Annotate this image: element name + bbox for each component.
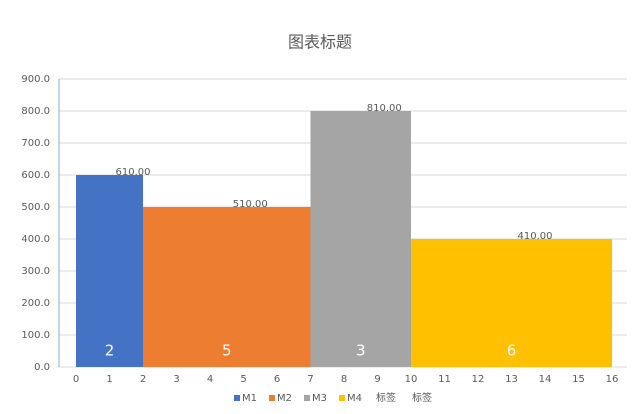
bar: [76, 175, 143, 367]
legend-label: M2: [277, 393, 292, 404]
x-tick-label: 9: [374, 374, 380, 385]
y-tick-label: 100.0: [21, 330, 50, 341]
x-tick-label: 2: [140, 374, 146, 385]
x-tick-label: 4: [207, 374, 213, 385]
data-label: 610.00: [116, 167, 151, 178]
y-tick-label: 0.0: [34, 362, 50, 373]
width-label: 6: [507, 342, 517, 360]
x-tick-label: 7: [307, 374, 313, 385]
y-tick-label: 300.0: [21, 266, 50, 277]
x-tick-label: 6: [274, 374, 280, 385]
width-label: 2: [105, 342, 115, 360]
x-tick-label: 10: [405, 374, 418, 385]
bar: [310, 111, 411, 367]
data-label: 410.00: [518, 231, 553, 242]
data-label: 510.00: [233, 199, 268, 210]
x-tick-label: 14: [539, 374, 552, 385]
x-tick-label: 16: [606, 374, 619, 385]
bar: [143, 207, 311, 367]
x-tick-label: 15: [572, 374, 585, 385]
y-tick-label: 200.0: [21, 298, 50, 309]
width-label: 3: [356, 342, 366, 360]
data-label: 810.00: [367, 103, 402, 114]
x-tick-label: 0: [73, 374, 79, 385]
bar: [411, 239, 612, 367]
legend-label: 标签: [412, 391, 432, 404]
width-label: 5: [222, 342, 232, 360]
y-tick-label: 700.0: [21, 138, 50, 149]
legend-label: M1: [242, 393, 257, 404]
y-tick-label: 500.0: [21, 202, 50, 213]
y-tick-label: 600.0: [21, 170, 50, 181]
x-tick-label: 5: [240, 374, 246, 385]
x-tick-label: 8: [341, 374, 347, 385]
x-tick-label: 11: [438, 374, 451, 385]
legend-label: 标签: [376, 391, 396, 404]
x-tick-label: 12: [472, 374, 485, 385]
y-tick-label: 400.0: [21, 234, 50, 245]
legend-marker: [339, 395, 345, 401]
y-tick-label: 800.0: [21, 106, 50, 117]
legend-label: M3: [312, 393, 327, 404]
legend-marker: [304, 395, 310, 401]
chart-title: 图表标题: [288, 33, 352, 52]
x-tick-label: 1: [106, 374, 112, 385]
legend-label: M4: [347, 393, 362, 404]
legend-marker: [269, 395, 275, 401]
x-tick-label: 3: [173, 374, 179, 385]
y-tick-label: 900.0: [21, 74, 50, 85]
legend-marker: [234, 395, 240, 401]
x-tick-label: 13: [505, 374, 518, 385]
